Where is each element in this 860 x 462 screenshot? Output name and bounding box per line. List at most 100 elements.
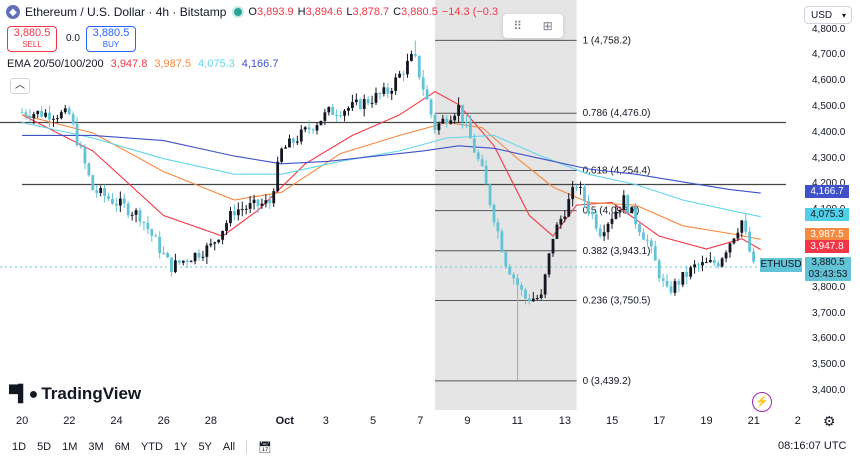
candle-body	[398, 73, 401, 78]
candle-body	[740, 220, 744, 233]
candle-body	[421, 77, 425, 90]
ohlc-value: −14.3 (−0.3	[441, 6, 499, 18]
candle-body	[441, 118, 445, 124]
candle-body	[587, 201, 590, 212]
candle-body	[292, 138, 295, 143]
candle-body	[488, 184, 492, 205]
candle-body	[748, 231, 752, 252]
candle-body	[272, 191, 276, 204]
candle-body	[712, 259, 716, 264]
price-axis-tick: 3,400.0	[812, 384, 846, 396]
price-axis-tick: 3,800.0	[812, 281, 846, 293]
ema-20-price-tag: 3,947.8	[805, 240, 849, 253]
time-axis-tick: 13	[558, 415, 572, 427]
candle-body	[634, 207, 637, 225]
time-axis-tick: 24	[110, 415, 123, 427]
candle-body	[36, 111, 40, 115]
market-status-icon	[234, 8, 243, 16]
candle-body	[512, 274, 516, 279]
spread-value: 0.0	[66, 33, 80, 44]
candle-body	[602, 232, 606, 237]
candle-body	[425, 89, 429, 100]
candle-body	[453, 115, 457, 121]
candle-body	[665, 280, 669, 287]
price-axis-tick: 4,200.0	[812, 178, 846, 190]
utc-clock[interactable]: 08:16:07 UTC	[778, 440, 847, 452]
fib-level-label: 0.236 (3,750.5)	[583, 295, 651, 306]
date-range-icon[interactable]: 📅︎	[258, 441, 273, 454]
candle-body	[476, 152, 480, 160]
ohlc-item: −14.3 (−0.3	[442, 6, 498, 18]
buy-button[interactable]: 3,880.5 BUY	[86, 26, 136, 52]
candle-body	[150, 229, 154, 236]
price-axis-tick: 3,500.0	[812, 359, 846, 371]
candle-body	[351, 102, 354, 109]
candle-body	[366, 98, 370, 104]
candle-body	[229, 211, 232, 224]
ema-legend[interactable]: EMA 20/50/100/200 3,947.8 3,987.5 4,075.…	[7, 58, 278, 70]
candle-body	[449, 120, 453, 124]
timeframe-5y[interactable]: 5Y	[198, 441, 212, 453]
ohlc-item: O3,893.9	[248, 6, 293, 18]
drawing-floating-toolbar[interactable]: ⠿ ⊞	[503, 14, 563, 38]
ohlc-value: 3,894.6	[305, 6, 343, 18]
candle-body	[728, 243, 732, 253]
timeframe-ytd[interactable]: YTD	[140, 441, 163, 453]
candle-body	[386, 87, 390, 94]
candle-body	[417, 55, 421, 78]
candle-body	[472, 138, 476, 153]
lightning-icon[interactable]: ⚡	[752, 392, 772, 412]
candle-body	[594, 214, 598, 229]
candle-body	[539, 294, 543, 299]
candle-body	[669, 286, 673, 293]
candle-body	[319, 120, 323, 126]
candle-body	[646, 239, 649, 241]
candle-body	[661, 278, 665, 281]
sell-button[interactable]: 3,880.5 SELL	[7, 26, 57, 52]
timeframe-all[interactable]: All	[222, 441, 236, 453]
candle-body	[209, 243, 213, 246]
candle-body	[217, 239, 221, 243]
gear-icon[interactable]: ⚙	[823, 413, 836, 429]
candle-body	[252, 199, 256, 204]
time-axis-tick: 26	[157, 415, 170, 427]
candle-body	[146, 222, 150, 230]
candle-body	[362, 98, 366, 109]
timeframe-1d[interactable]: 1D	[12, 441, 27, 453]
current-price-value: 3,880.5	[811, 257, 845, 268]
time-axis-tick: 7	[417, 415, 424, 427]
timeframe-5d[interactable]: 5D	[37, 441, 52, 453]
candle-body	[649, 240, 653, 247]
collapse-legend-chevron-icon[interactable]: ︿	[10, 78, 30, 94]
timeframe-1m[interactable]: 1M	[62, 441, 78, 453]
object-tree-icon[interactable]: ⊞	[542, 19, 553, 33]
candle-body	[244, 208, 248, 210]
candle-body	[52, 118, 55, 120]
timeframe-6m[interactable]: 6M	[114, 441, 130, 453]
candle-body	[28, 115, 32, 119]
candle-body	[24, 112, 28, 116]
candle-body	[138, 210, 142, 222]
symbol-title[interactable]: Ethereum / U.S. Dollar · 4h · Bitstamp	[25, 5, 227, 19]
tradingview-watermark: ▀▍● TradingView	[9, 384, 141, 404]
drag-handle-icon[interactable]: ⠿	[513, 19, 523, 33]
time-axis-tick: 28	[204, 415, 218, 427]
fib-level-label: 1 (4,758.2)	[583, 35, 631, 46]
timeframe-3m[interactable]: 3M	[88, 441, 104, 453]
candle-body	[437, 123, 441, 131]
candle-body	[402, 73, 405, 75]
candle-body	[126, 203, 130, 216]
timeframe-1y[interactable]: 1Y	[173, 441, 188, 453]
candle-body	[752, 251, 755, 262]
candle-body	[299, 129, 303, 142]
time-axis-tick: 5	[370, 415, 377, 427]
candle-body	[142, 221, 146, 223]
candle-body	[653, 246, 657, 261]
currency-selector[interactable]: USD ▾	[804, 6, 852, 24]
sell-price: 3,880.5	[13, 27, 51, 39]
candle-body	[303, 127, 307, 130]
price-axis-tick: 4,300.0	[812, 152, 846, 164]
candle-body	[528, 298, 531, 302]
candle-body	[508, 266, 512, 275]
